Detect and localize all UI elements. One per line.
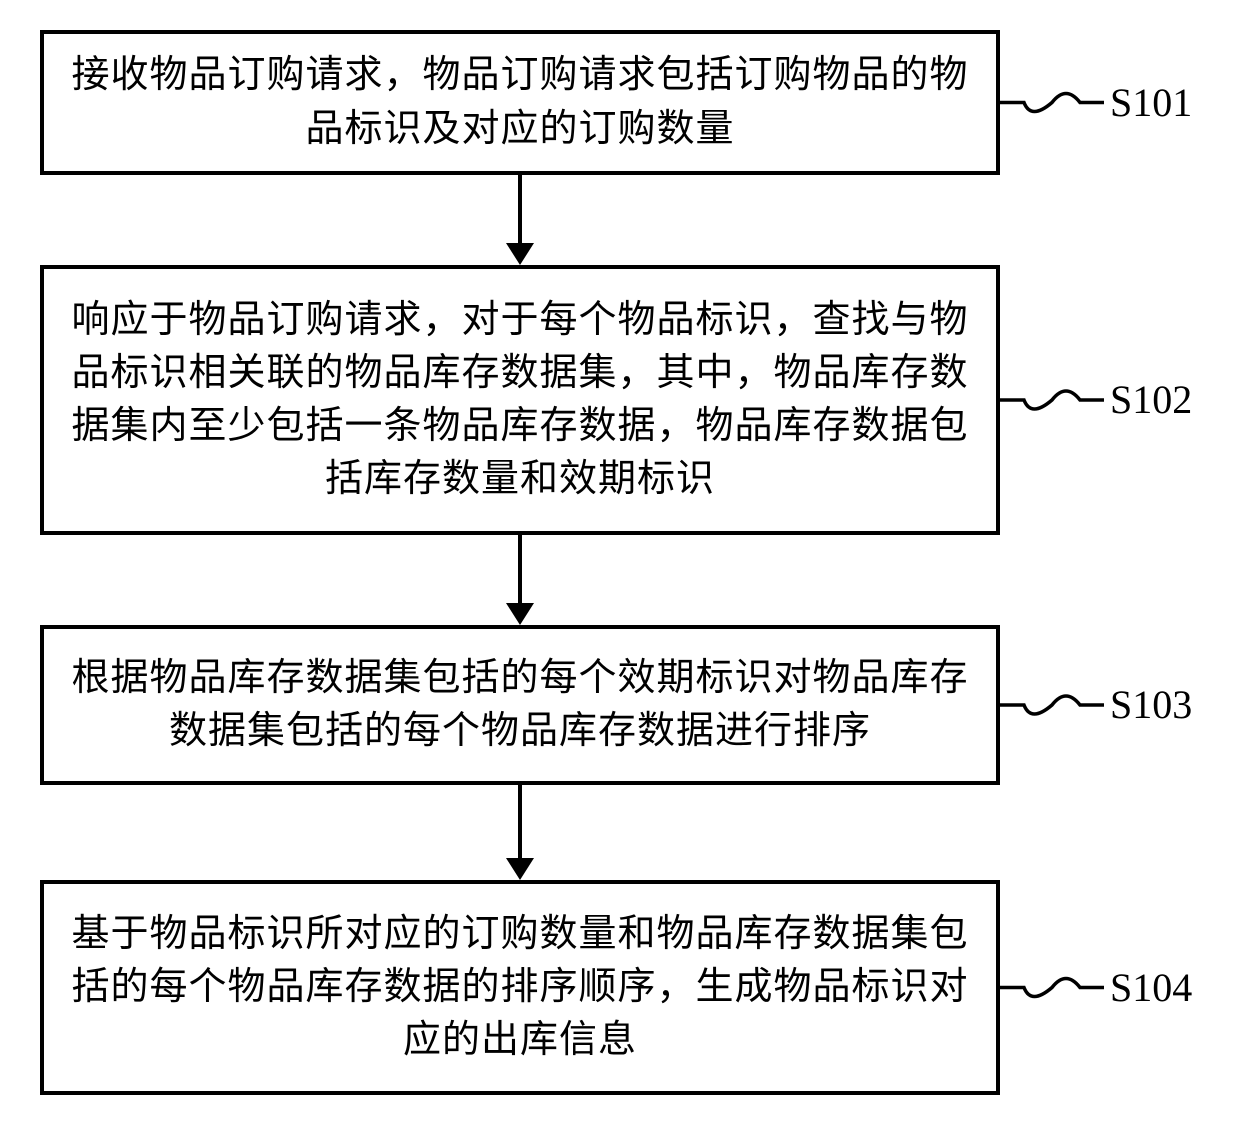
flow-step-box: 接收物品订购请求，物品订购请求包括订购物品的物品标识及对应的订购数量 (40, 30, 1000, 175)
flow-step-text: 响应于物品订购请求，对于每个物品标识，查找与物品标识相关联的物品库存数据集，其中… (68, 294, 972, 507)
flow-step-label: S102 (1110, 376, 1192, 423)
flow-step-text: 根据物品库存数据集包括的每个效期标识对物品库存数据集包括的每个物品库存数据进行排… (68, 652, 972, 758)
flow-arrowhead (506, 858, 534, 880)
squiggle-connector (1000, 94, 1104, 112)
squiggle-connector (1000, 391, 1104, 409)
flow-step-text: 接收物品订购请求，物品订购请求包括订购物品的物品标识及对应的订购数量 (68, 49, 972, 155)
flow-step-label: S104 (1110, 964, 1192, 1011)
flow-arrowhead (506, 243, 534, 265)
squiggle-connector (1000, 696, 1104, 714)
flow-step-box: 根据物品库存数据集包括的每个效期标识对物品库存数据集包括的每个物品库存数据进行排… (40, 625, 1000, 785)
flow-step-text: 基于物品标识所对应的订购数量和物品库存数据集包括的每个物品库存数据的排序顺序，生… (68, 908, 972, 1068)
flow-arrowhead (506, 603, 534, 625)
flow-step-box: 响应于物品订购请求，对于每个物品标识，查找与物品标识相关联的物品库存数据集，其中… (40, 265, 1000, 535)
flow-step-label: S101 (1110, 79, 1192, 126)
flow-step-box: 基于物品标识所对应的订购数量和物品库存数据集包括的每个物品库存数据的排序顺序，生… (40, 880, 1000, 1095)
flow-step-label: S103 (1110, 681, 1192, 728)
squiggle-connector (1000, 979, 1104, 997)
